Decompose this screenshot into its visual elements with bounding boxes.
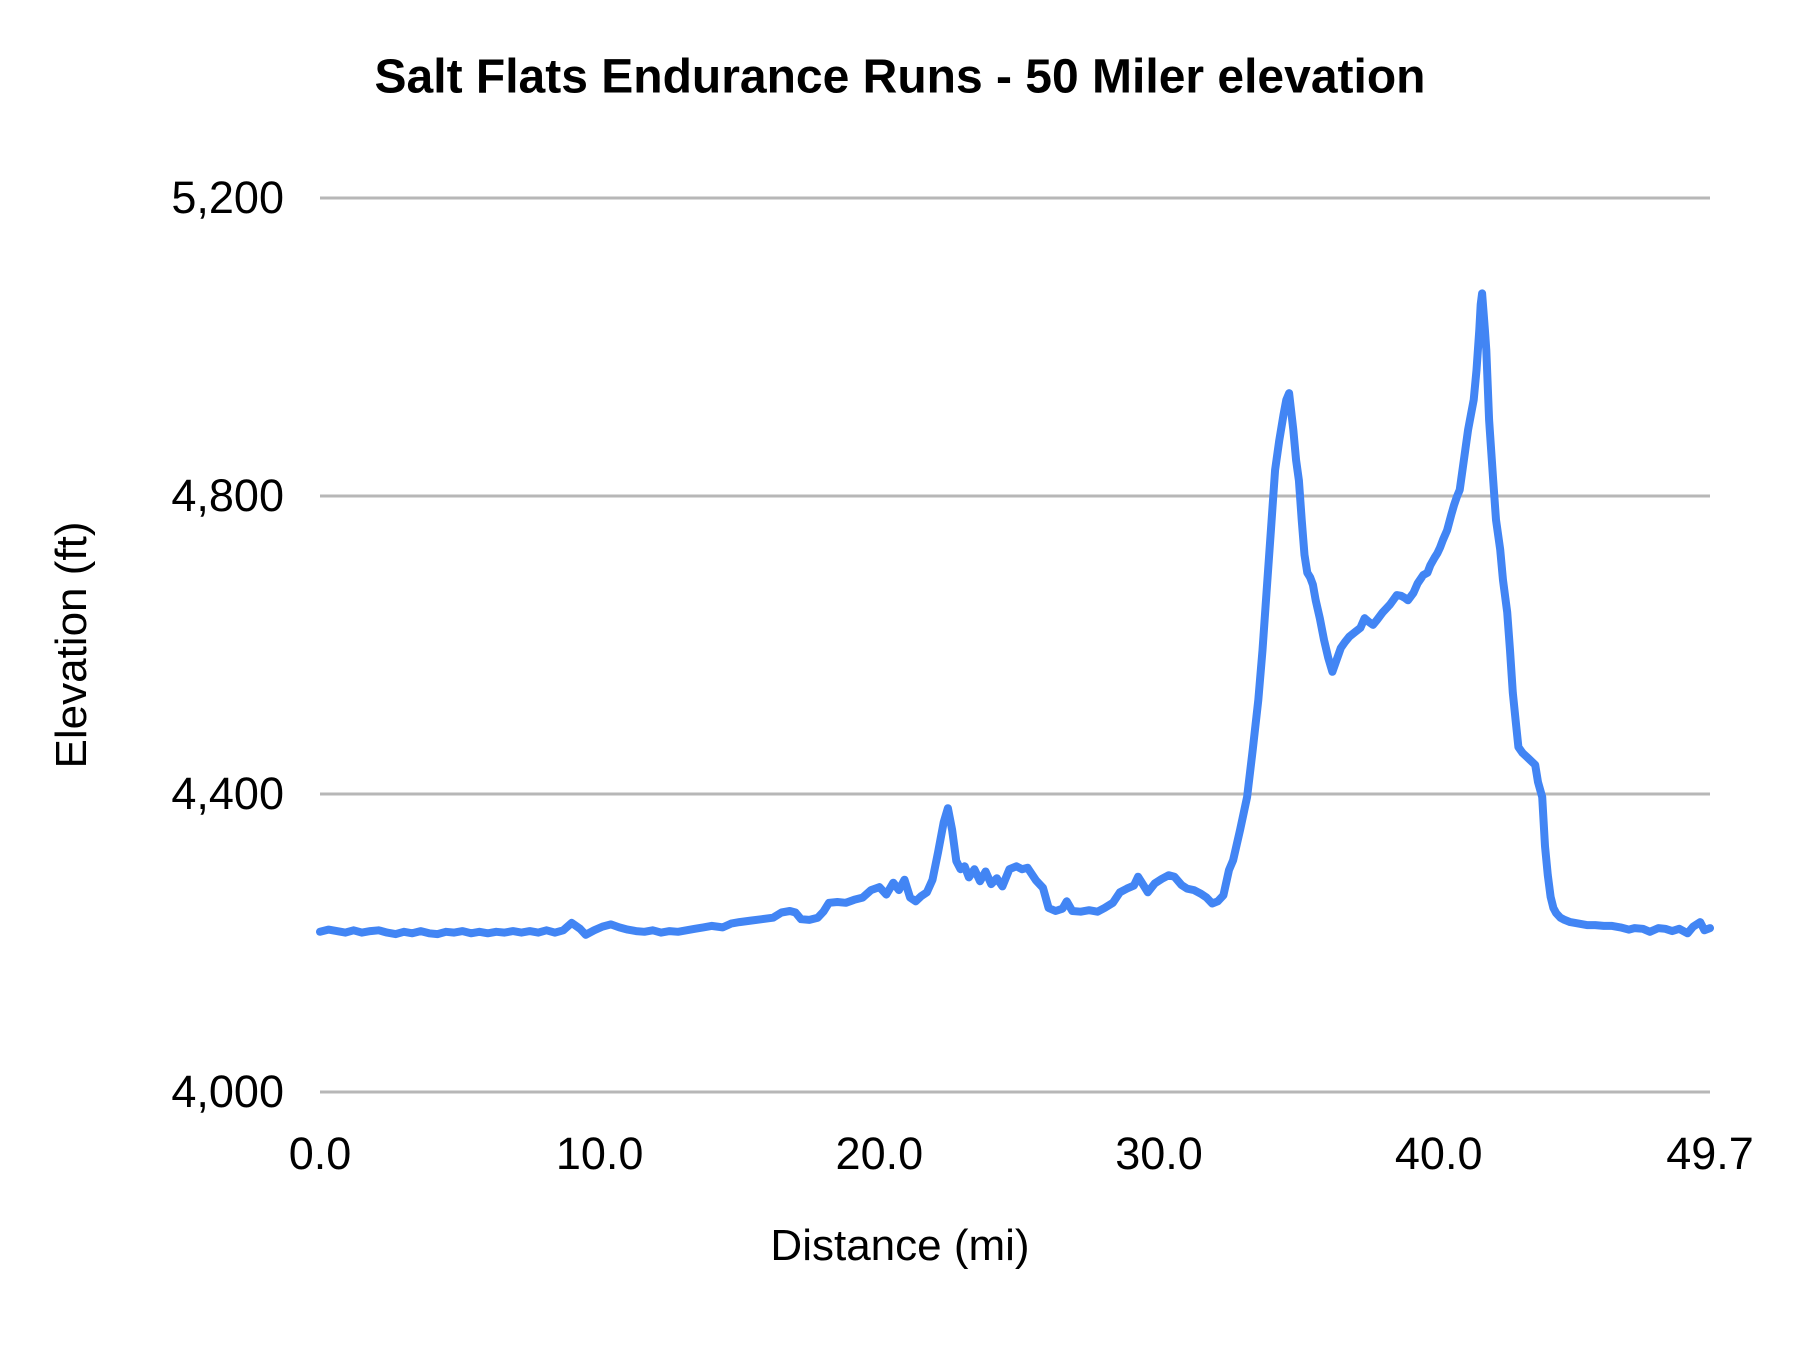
- y-tick-label: 5,200: [171, 172, 284, 223]
- gridlines: [320, 196, 1710, 1094]
- x-tick-label: 20.0: [835, 1128, 924, 1179]
- x-tick-label: 40.0: [1394, 1128, 1483, 1179]
- x-tick-label: 49.7: [1666, 1128, 1754, 1179]
- y-tick-label: 4,800: [171, 470, 284, 521]
- x-tick-label: 0.0: [288, 1128, 352, 1179]
- x-tick-label: 10.0: [555, 1128, 644, 1179]
- x-tick-label: 30.0: [1115, 1128, 1203, 1179]
- y-tick-label: 4,000: [171, 1066, 284, 1117]
- x-axis-title: Distance (mi): [770, 1221, 1030, 1270]
- y-tick-label: 4,400: [171, 768, 284, 819]
- elevation-line-series: [316, 289, 1714, 939]
- chart-title: Salt Flats Endurance Runs - 50 Miler ele…: [374, 50, 1426, 104]
